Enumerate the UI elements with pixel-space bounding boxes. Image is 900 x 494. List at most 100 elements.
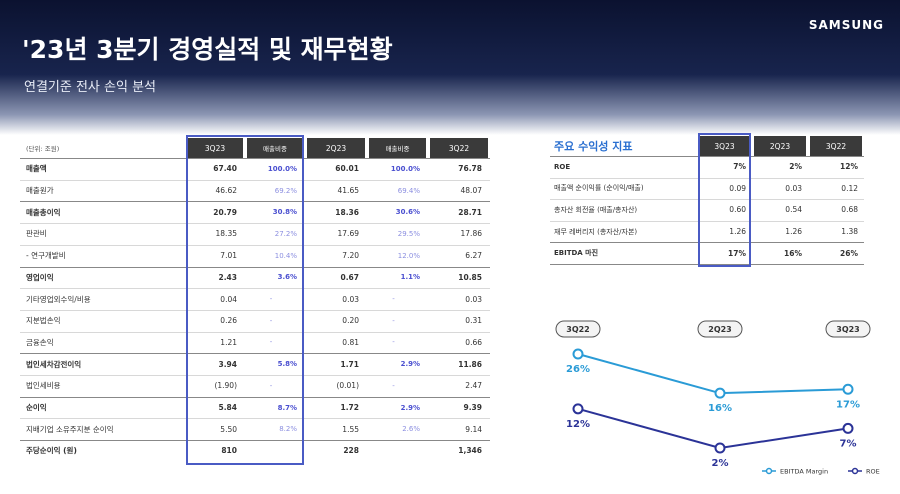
table-cell: 17.69: [337, 229, 359, 239]
row-label: - 연구개발비: [26, 251, 66, 261]
legend-label: EBITDA Margin: [780, 468, 828, 476]
data-label: 16%: [708, 403, 732, 414]
table-cell: 3.94: [218, 359, 237, 369]
table-cell: 30.8%: [272, 208, 297, 217]
table-cell: -: [392, 338, 395, 347]
table-cell: 16%: [784, 248, 802, 258]
table-cell: 0.09: [729, 183, 746, 193]
data-point: [842, 383, 854, 395]
row-label: 매출액: [26, 164, 47, 174]
table-cell: 69.4%: [397, 186, 420, 195]
table-cell: 810: [221, 446, 237, 456]
table-cell: -: [269, 316, 273, 325]
table-cell: (1.90): [214, 381, 237, 391]
table-cell: 0.03: [785, 183, 802, 193]
table-cell: 0.31: [465, 316, 482, 326]
legend-swatch: [765, 467, 773, 475]
table-cell: 0.66: [465, 337, 482, 347]
subtitle: 연결기준 전사 손익 분석: [24, 80, 156, 95]
series-line: [577, 407, 849, 450]
row-separator: [20, 288, 490, 290]
table-cell: 18.35: [215, 229, 237, 239]
table-cell: 10.85: [458, 272, 482, 282]
table-cell: 41.65: [337, 186, 359, 196]
table-header: (단위: 조원): [26, 145, 60, 153]
table-cell: -: [269, 381, 273, 390]
row-separator: [550, 242, 864, 244]
row-separator: [20, 244, 490, 246]
table-cell: 0.03: [342, 294, 359, 304]
table-cell: 0.03: [465, 294, 482, 304]
table-cell: -: [392, 316, 395, 325]
table-cell: 26%: [840, 248, 858, 258]
table-cell: 9.14: [465, 424, 482, 434]
table-cell: 30.6%: [395, 208, 420, 217]
table-cell: 2.6%: [402, 425, 420, 434]
table-cell: 5.84: [218, 403, 237, 413]
table-cell: 48.07: [460, 186, 482, 196]
row-label: 매출액 순이익률 (순이익/매출): [554, 184, 644, 193]
table-cell: 7.20: [342, 251, 359, 261]
row-separator: [550, 177, 864, 179]
category-pill: [697, 320, 743, 338]
row-separator: [20, 179, 490, 181]
row-label: 매출총이익: [26, 207, 61, 217]
legend-swatch: [851, 467, 859, 475]
table-cell: 17%: [728, 248, 746, 258]
table-cell: 100.0%: [267, 164, 297, 173]
table-cell: 7%: [733, 162, 746, 172]
row-separator: [550, 220, 864, 222]
table-cell: 1.26: [785, 227, 802, 237]
row-label: 법인세차감전이익: [26, 359, 82, 369]
row-separator: [20, 201, 490, 203]
row-separator: [20, 223, 490, 225]
table-cell: 7.01: [220, 251, 237, 261]
table-cell: 10.4%: [274, 251, 297, 260]
row-separator: [20, 309, 490, 311]
table-cell: 2.9%: [400, 360, 420, 369]
row-separator: [20, 331, 490, 333]
table-header: 3Q23: [699, 136, 750, 156]
table-cell: 18.36: [335, 207, 359, 217]
row-separator: [20, 158, 490, 159]
header-band: [0, 0, 900, 135]
table-cell: 0.26: [220, 316, 237, 326]
table-cell: 2.9%: [400, 403, 420, 412]
row-label: ROE: [554, 162, 571, 171]
table-cell: 2%: [789, 162, 802, 172]
row-separator: [550, 264, 864, 265]
table-cell: 1.38: [841, 227, 858, 237]
row-label: 총자산 회전율 (매출/총자산): [554, 205, 638, 214]
table-cell: -: [269, 295, 273, 304]
legend-label: ROE: [866, 468, 880, 476]
row-label: 금융손익: [26, 337, 54, 347]
table-cell: (0.01): [336, 381, 359, 391]
table-cell: 12.0%: [397, 251, 420, 260]
data-point: [572, 348, 584, 360]
table-cell: 100.0%: [390, 164, 420, 173]
table-cell: 0.68: [841, 205, 858, 215]
table-cell: 0.67: [340, 272, 359, 282]
table-cell: 0.20: [342, 316, 359, 326]
table-cell: 2.43: [218, 272, 237, 282]
table-cell: 17.86: [460, 229, 482, 239]
row-label: 순이익: [26, 403, 47, 413]
table-cell: 1.21: [220, 337, 237, 347]
table-cell: 2.47: [465, 381, 482, 391]
data-label: 26%: [566, 364, 590, 375]
row-label: 지배기업 소유주지분 순이익: [26, 424, 114, 434]
table-cell: 27.2%: [274, 229, 297, 238]
table-cell: -: [269, 338, 273, 347]
highlight-box: [186, 135, 304, 465]
table-cell: 228: [343, 446, 359, 456]
row-separator: [20, 440, 490, 442]
table-header: 3Q22: [810, 136, 862, 156]
table-cell: 1.1%: [400, 273, 420, 282]
table-cell: 5.8%: [277, 360, 297, 369]
row-separator: [20, 396, 490, 398]
row-separator: [20, 266, 490, 268]
table-header: 3Q22: [430, 138, 488, 158]
data-label: 2%: [712, 458, 729, 469]
